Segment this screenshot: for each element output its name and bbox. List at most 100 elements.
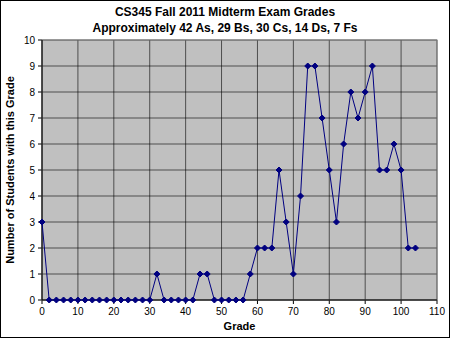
marker (348, 89, 354, 95)
marker (326, 167, 332, 173)
x-tick (365, 300, 366, 304)
x-tick-label: 10 (72, 306, 84, 317)
x-tick-label: 80 (324, 306, 336, 317)
y-tick-label: 9 (29, 61, 35, 72)
y-tick (38, 40, 42, 41)
x-tick-label: 0 (39, 306, 45, 317)
marker (204, 271, 210, 277)
x-grid (185, 40, 186, 300)
marker (197, 271, 203, 277)
y-grid (42, 274, 437, 275)
marker (283, 219, 289, 225)
x-grid (113, 40, 114, 300)
y-tick (38, 144, 42, 145)
marker (140, 297, 146, 303)
x-tick (293, 300, 294, 304)
y-tick-label: 10 (24, 35, 36, 46)
marker (68, 297, 74, 303)
series (39, 63, 418, 303)
marker (369, 63, 375, 69)
marker (262, 245, 268, 251)
y-tick (38, 248, 42, 249)
marker (412, 245, 418, 251)
y-tick-label: 8 (29, 87, 35, 98)
marker (61, 297, 67, 303)
marker (398, 167, 404, 173)
marker (183, 297, 189, 303)
y-tick-label: 2 (29, 243, 35, 254)
x-grid (257, 40, 258, 300)
x-grid (77, 40, 78, 300)
plot-frame (42, 40, 437, 300)
marker (240, 297, 246, 303)
marker (219, 297, 225, 303)
y-tick (38, 196, 42, 197)
marker (53, 297, 59, 303)
marker (254, 245, 260, 251)
x-tick (42, 300, 43, 304)
marker (96, 297, 102, 303)
marker (247, 271, 253, 277)
marker (355, 115, 361, 121)
x-tick (401, 300, 402, 304)
marker (154, 271, 160, 277)
y-grid (42, 66, 437, 67)
marker (362, 89, 368, 95)
chart: CS345 Fall 2011 Midterm Exam GradesAppro… (0, 0, 450, 338)
marker (190, 297, 196, 303)
marker (125, 297, 131, 303)
marker (161, 297, 167, 303)
marker (298, 193, 304, 199)
chart-area (1, 1, 450, 338)
x-tick (437, 300, 438, 304)
marker (341, 141, 347, 147)
marker (269, 245, 275, 251)
y-grid (42, 196, 437, 197)
marker (132, 297, 138, 303)
x-tick-label: 100 (393, 306, 410, 317)
marker (175, 297, 181, 303)
x-grid (293, 40, 294, 300)
marker (46, 297, 52, 303)
x-tick (257, 300, 258, 304)
y-tick-label: 1 (29, 269, 35, 280)
plot-area (42, 40, 437, 300)
marker (211, 297, 217, 303)
x-grid (221, 40, 222, 300)
marker (384, 167, 390, 173)
y-tick (38, 170, 42, 171)
marker (391, 141, 397, 147)
x-tick-label: 20 (108, 306, 120, 317)
x-grid (149, 40, 150, 300)
marker (319, 115, 325, 121)
marker (312, 63, 318, 69)
marker (305, 63, 311, 69)
y-axis (42, 40, 43, 300)
y-tick-label: 7 (29, 113, 35, 124)
x-tick-label: 30 (144, 306, 156, 317)
x-grid (42, 40, 43, 300)
marker (118, 297, 124, 303)
marker (104, 297, 110, 303)
y-grid (42, 248, 437, 249)
y-tick-label: 3 (29, 217, 35, 228)
x-tick-label: 40 (180, 306, 192, 317)
x-grid (365, 40, 366, 300)
y-tick-label: 0 (29, 295, 35, 306)
x-tick (329, 300, 330, 304)
x-tick-label: 70 (288, 306, 300, 317)
y-axis-label: Number of Students with this Grade (4, 76, 16, 264)
x-axis-label: Grade (224, 320, 256, 332)
y-tick-label: 5 (29, 165, 35, 176)
y-tick (38, 66, 42, 67)
y-tick (38, 300, 42, 301)
x-tick-label: 90 (360, 306, 372, 317)
marker (111, 297, 117, 303)
y-tick (38, 118, 42, 119)
y-tick-label: 4 (29, 191, 35, 202)
marker (290, 271, 296, 277)
marker (377, 167, 383, 173)
y-tick (38, 274, 42, 275)
y-grid (42, 92, 437, 93)
y-grid (42, 118, 437, 119)
